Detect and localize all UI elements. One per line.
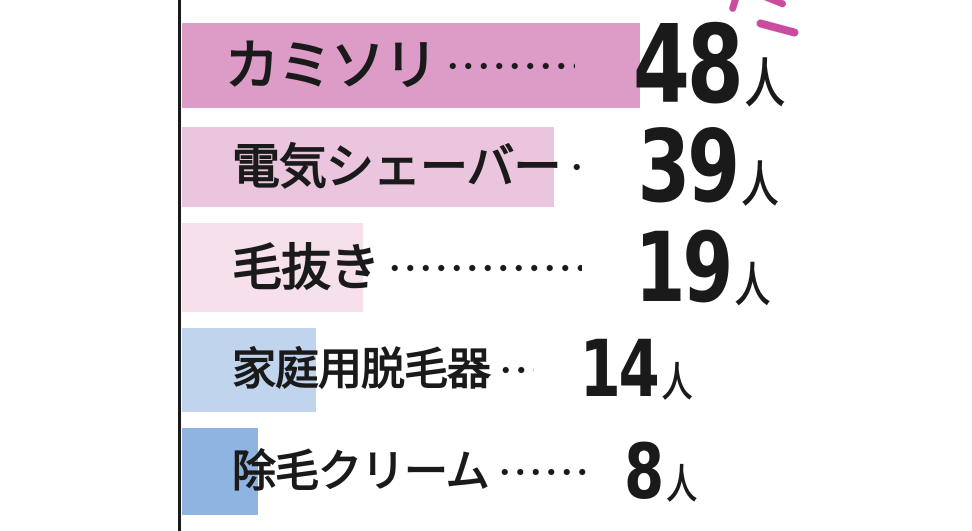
value-group: 19 人 bbox=[635, 220, 770, 316]
value-group: 48 人 bbox=[633, 2, 785, 128]
bar-label: 除毛クリーム bbox=[232, 445, 490, 497]
leader-dots bbox=[496, 467, 592, 476]
value: 39 bbox=[637, 108, 740, 225]
bar bbox=[182, 127, 554, 207]
value: 14 bbox=[579, 325, 659, 415]
sparkle-ray-icon bbox=[751, 0, 788, 9]
unit-label: 人 bbox=[666, 461, 697, 508]
unit-label: 人 bbox=[745, 54, 785, 115]
bar bbox=[182, 328, 316, 412]
unit-label: 人 bbox=[735, 257, 770, 312]
leader-dots bbox=[387, 263, 583, 272]
value: 8 bbox=[624, 426, 664, 516]
chart-row: 電気シェーバー 39 人 bbox=[182, 117, 778, 217]
chart-row: 除毛クリーム 8 人 bbox=[182, 428, 697, 515]
leader-dots bbox=[445, 61, 576, 70]
bar-label: 毛抜き bbox=[232, 238, 380, 297]
axis-baseline bbox=[178, 0, 181, 531]
bar-label: 電気シェーバー bbox=[232, 139, 562, 195]
unit-label: 人 bbox=[741, 157, 778, 213]
value: 48 bbox=[633, 2, 744, 128]
bar-label: カミソリ bbox=[225, 33, 438, 97]
chart-row: カミソリ 48 人 bbox=[182, 11, 785, 119]
unit-label: 人 bbox=[661, 360, 692, 406]
chart-row: 家庭用脱毛器 14 人 bbox=[182, 328, 692, 412]
bar bbox=[182, 428, 258, 515]
leader-dots bbox=[568, 163, 583, 171]
value: 19 bbox=[634, 211, 734, 324]
chart-row: 毛抜き 19 人 bbox=[182, 220, 770, 316]
leader-dots bbox=[498, 366, 534, 374]
value-group: 14 人 bbox=[579, 331, 692, 409]
bar-label: 家庭用脱毛器 bbox=[232, 344, 491, 395]
bar bbox=[182, 223, 363, 312]
value-group: 39 人 bbox=[637, 117, 778, 217]
